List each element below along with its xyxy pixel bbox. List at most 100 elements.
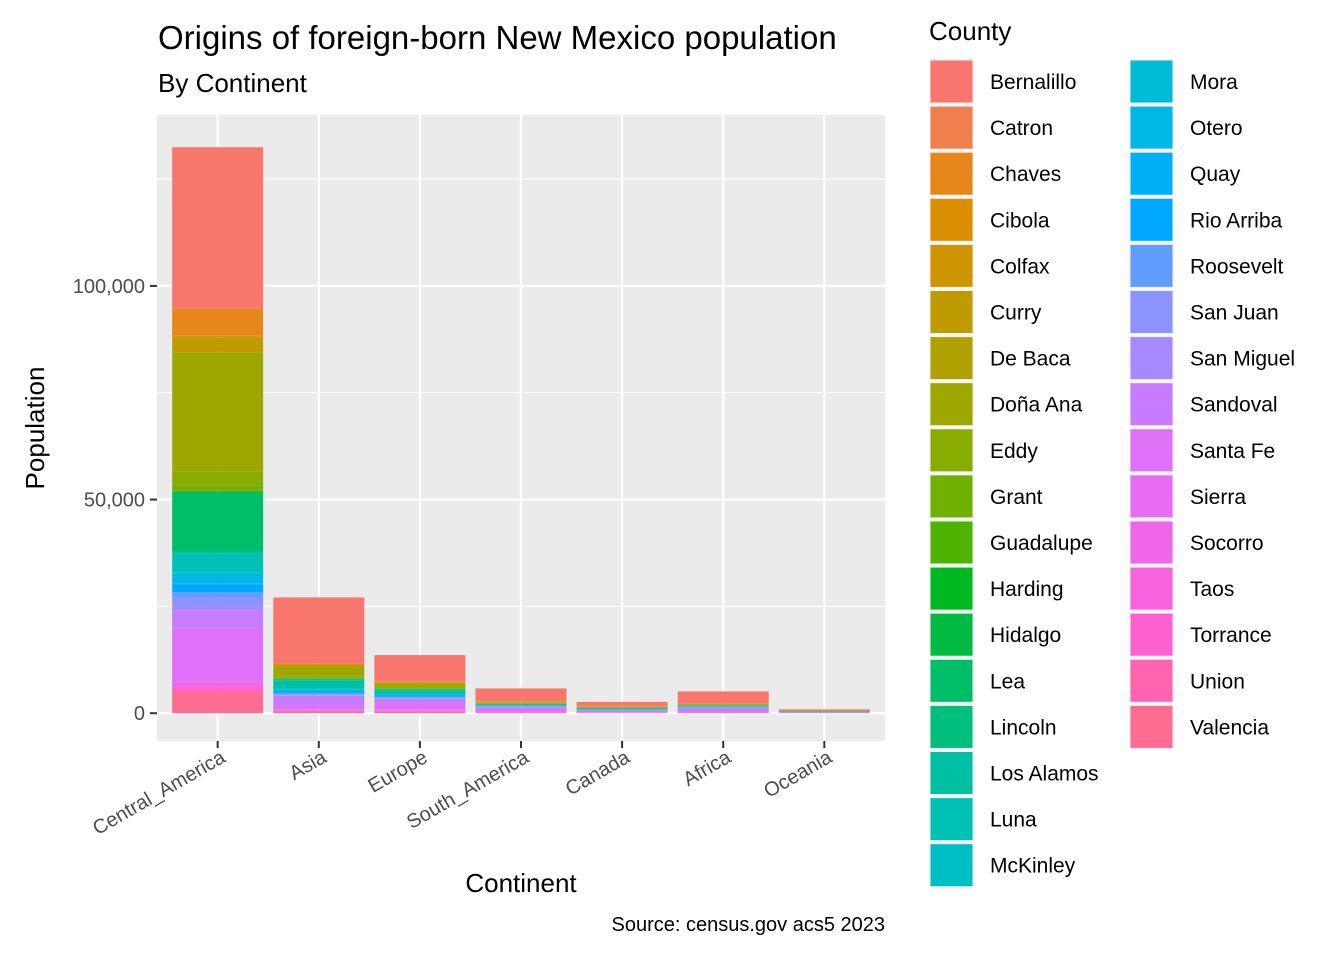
bar-segment bbox=[273, 705, 365, 710]
legend-item: Curry bbox=[929, 289, 1042, 335]
bar-segment bbox=[374, 687, 466, 689]
bar-segment bbox=[374, 703, 466, 710]
legend-swatch bbox=[930, 337, 973, 380]
legend-swatch bbox=[1130, 106, 1173, 149]
legend-item: Taos bbox=[1129, 566, 1234, 612]
chart-subtitle: By Continent bbox=[158, 68, 308, 98]
legend-label: Cibola bbox=[990, 209, 1050, 232]
bar-segment bbox=[172, 584, 264, 593]
legend-item: Roosevelt bbox=[1129, 243, 1284, 289]
bar-segment bbox=[172, 685, 264, 689]
legend-swatch bbox=[930, 705, 973, 748]
legend-item: Bernalillo bbox=[929, 59, 1076, 104]
legend-label: Chaves bbox=[990, 163, 1061, 186]
legend-item: Torrance bbox=[1129, 612, 1272, 658]
bar-segment bbox=[677, 691, 769, 704]
bar-segment bbox=[374, 694, 466, 697]
legend-item: De Baca bbox=[929, 335, 1071, 381]
bar-segment bbox=[374, 697, 466, 699]
legend-swatch bbox=[930, 291, 973, 333]
bar-segment bbox=[374, 698, 466, 704]
legend-title: County bbox=[929, 16, 1011, 46]
bar-segment bbox=[273, 597, 365, 664]
bar-segment bbox=[172, 681, 264, 683]
legend-label: Roosevelt bbox=[1190, 255, 1284, 278]
legend-label: Hidalgo bbox=[990, 624, 1061, 647]
bar-segment bbox=[172, 610, 264, 629]
legend-swatch bbox=[1130, 475, 1173, 518]
legend-item: Grant bbox=[929, 473, 1043, 519]
legend-label: De Baca bbox=[990, 348, 1071, 371]
bar-segment bbox=[273, 689, 365, 694]
legend-item: Luna bbox=[929, 796, 1037, 842]
legend-item: Los Alamos bbox=[929, 750, 1099, 796]
bar-segment bbox=[576, 708, 668, 710]
legend-swatch bbox=[930, 752, 973, 794]
bar-segment bbox=[172, 552, 264, 554]
legend-label: McKinley bbox=[990, 855, 1076, 878]
bar-segment bbox=[273, 680, 365, 689]
bar-segment bbox=[172, 570, 264, 573]
legend-swatch bbox=[1130, 198, 1173, 241]
legend-swatch bbox=[930, 475, 973, 518]
x-tick-label: Canada bbox=[562, 746, 634, 801]
legend-swatch bbox=[1130, 567, 1173, 610]
bar-segment bbox=[374, 683, 466, 688]
bar-segment bbox=[172, 592, 264, 597]
legend-swatch bbox=[1130, 383, 1173, 426]
legend-swatch bbox=[1130, 152, 1173, 195]
legend-swatch bbox=[930, 567, 973, 610]
legend-label: Mora bbox=[1190, 71, 1238, 94]
legend-label: Quay bbox=[1190, 163, 1241, 186]
bar-segment bbox=[172, 352, 264, 472]
legend-item: Catron bbox=[929, 105, 1053, 151]
legend-label: Los Alamos bbox=[990, 763, 1099, 786]
bar-segment bbox=[273, 709, 365, 711]
bar-segment bbox=[273, 693, 365, 696]
bar-segment bbox=[576, 701, 668, 707]
legend-label: Sandoval bbox=[1190, 394, 1278, 417]
bar-segment bbox=[273, 664, 365, 668]
bar-segment bbox=[475, 703, 567, 705]
legend-label: Lea bbox=[990, 670, 1025, 693]
legend-item: Doña Ana bbox=[929, 381, 1083, 427]
legend-items: Bernalillo Catron Chaves Cibola Colfax Curry D… bbox=[929, 59, 1295, 888]
legend-item: Socorro bbox=[1129, 520, 1264, 565]
x-tick-label: Africa bbox=[679, 746, 735, 791]
bar-segment bbox=[475, 688, 567, 702]
legend-label: Santa Fe bbox=[1190, 440, 1275, 463]
legend-swatch bbox=[930, 429, 973, 472]
bar-segment bbox=[172, 147, 264, 308]
bar-segment bbox=[172, 583, 264, 585]
legend-item: Eddy bbox=[929, 427, 1038, 473]
bar-segment bbox=[273, 711, 365, 714]
legend-item: Sandoval bbox=[1129, 381, 1278, 427]
legend-swatch bbox=[930, 244, 973, 287]
bar-segment bbox=[172, 596, 264, 606]
legend-swatch bbox=[1130, 705, 1173, 748]
legend-swatch bbox=[930, 613, 973, 656]
bar-segment bbox=[374, 682, 466, 684]
bar-segment bbox=[172, 628, 264, 682]
bar-segment bbox=[273, 676, 365, 679]
legend-label: Guadalupe bbox=[990, 532, 1093, 555]
bar-segment bbox=[172, 335, 264, 337]
x-tick-label: Asia bbox=[286, 746, 331, 785]
legend-item: Mora bbox=[1129, 59, 1238, 104]
legend-label: San Miguel bbox=[1190, 348, 1295, 371]
legend-label: Sierra bbox=[1190, 486, 1246, 509]
legend-label: Colfax bbox=[990, 255, 1050, 278]
x-tick-label: Oceania bbox=[760, 746, 836, 803]
legend-label: Grant bbox=[990, 486, 1043, 509]
chart-caption: Source: census.gov acs5 2023 bbox=[611, 914, 885, 936]
bar-segment bbox=[273, 678, 365, 680]
bar-segment bbox=[273, 688, 365, 690]
bars bbox=[172, 147, 870, 714]
bar-segment bbox=[475, 712, 567, 714]
legend-swatch bbox=[930, 383, 973, 426]
legend-label: Harding bbox=[990, 578, 1064, 601]
bar-segment bbox=[172, 337, 264, 352]
bar-segment bbox=[576, 706, 668, 708]
legend-swatch bbox=[1130, 337, 1173, 380]
